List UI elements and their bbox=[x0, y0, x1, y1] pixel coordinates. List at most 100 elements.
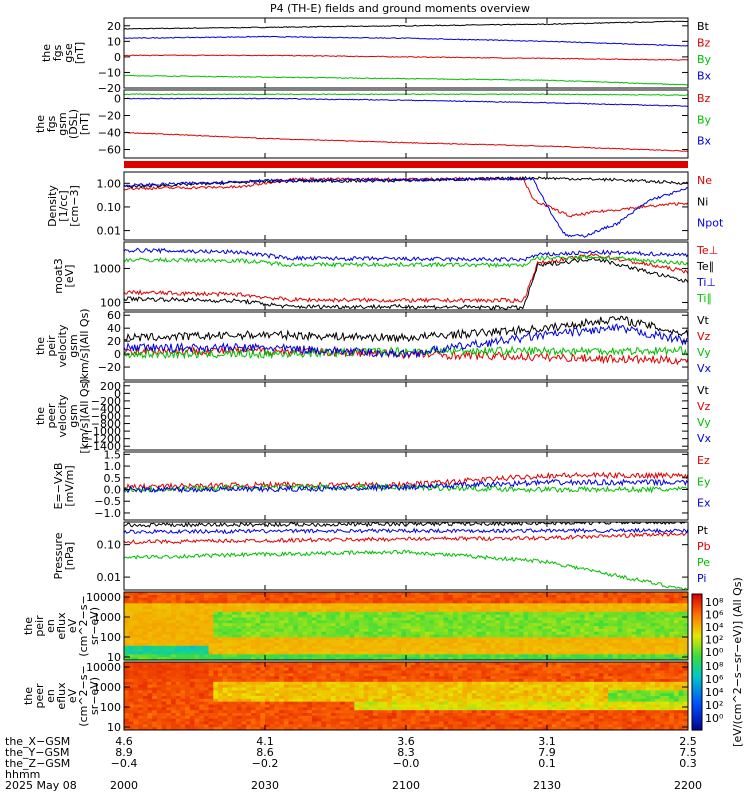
heatmap-cell bbox=[612, 654, 618, 658]
heatmap-cell bbox=[185, 670, 191, 674]
heatmap-cell bbox=[138, 620, 144, 624]
heatmap-cell bbox=[246, 698, 252, 703]
heatmap-cell bbox=[650, 643, 656, 647]
heatmap-cell bbox=[438, 648, 445, 652]
heatmap-cell bbox=[142, 727, 148, 731]
heatmap-cell bbox=[227, 600, 233, 604]
heatmap-cell bbox=[551, 614, 557, 618]
heatmap-cell bbox=[213, 597, 219, 601]
heatmap-cell bbox=[612, 637, 618, 641]
heatmap-cell bbox=[232, 667, 238, 671]
heatmap-cell bbox=[203, 713, 210, 717]
heatmap-cell bbox=[617, 626, 623, 630]
heatmap-cell bbox=[246, 643, 252, 647]
heatmap-cell bbox=[156, 690, 163, 694]
heatmap-cell bbox=[636, 648, 642, 652]
heatmap-cell bbox=[265, 654, 271, 658]
heatmap-cell bbox=[203, 727, 210, 731]
heatmap-cell bbox=[636, 623, 642, 627]
heatmap-cell bbox=[457, 606, 463, 610]
heatmap-cell bbox=[227, 611, 233, 616]
heatmap-cell bbox=[133, 657, 139, 661]
heatmap-cell bbox=[401, 667, 407, 671]
heatmap-cell bbox=[297, 718, 304, 722]
heatmap-cell bbox=[302, 654, 308, 658]
heatmap-cell bbox=[208, 606, 214, 610]
y-tick-label: 0.10 bbox=[97, 539, 122, 552]
heatmap-cell bbox=[138, 721, 144, 725]
heatmap-cell bbox=[424, 684, 430, 688]
heatmap-cell bbox=[401, 645, 407, 650]
heatmap-cell bbox=[659, 600, 665, 604]
heatmap-cell bbox=[260, 617, 266, 621]
heatmap-cell bbox=[316, 662, 322, 666]
heatmap-cell bbox=[438, 631, 445, 635]
heatmap-cell bbox=[199, 721, 205, 725]
heatmap-cell bbox=[269, 681, 275, 686]
heatmap-cell bbox=[283, 617, 289, 621]
heatmap-cell bbox=[354, 648, 360, 652]
heatmap-cell bbox=[194, 640, 200, 644]
heatmap-cell bbox=[152, 662, 158, 666]
y-axis-label: [km/s](All Qs) bbox=[78, 308, 91, 383]
heatmap-cell bbox=[194, 611, 200, 616]
heatmap-cell bbox=[391, 710, 398, 714]
heatmap-cell bbox=[297, 597, 304, 601]
heatmap-cell bbox=[265, 623, 271, 627]
heatmap-cell bbox=[434, 626, 440, 630]
heatmap-cell bbox=[222, 651, 228, 655]
heatmap-cell bbox=[467, 637, 473, 641]
heatmap-cell bbox=[396, 713, 402, 717]
heatmap-cell bbox=[382, 715, 388, 720]
heatmap-cell bbox=[232, 606, 238, 610]
heatmap-cell bbox=[561, 614, 567, 618]
heatmap-cell bbox=[363, 594, 369, 599]
heatmap-cell bbox=[377, 637, 383, 641]
heatmap-cell bbox=[359, 640, 365, 644]
heatmap-cell bbox=[246, 676, 252, 680]
heatmap-cell bbox=[171, 707, 177, 711]
heatmap-cell bbox=[556, 651, 562, 655]
heatmap-cell bbox=[354, 654, 360, 658]
heatmap-cell bbox=[457, 597, 463, 601]
heatmap-cell bbox=[133, 724, 139, 728]
heatmap-cell bbox=[316, 690, 322, 694]
heatmap-cell bbox=[438, 657, 445, 661]
heatmap-cell bbox=[603, 603, 609, 607]
heatmap-cell bbox=[147, 648, 153, 652]
heatmap-cell bbox=[297, 634, 304, 638]
heatmap-cell bbox=[326, 718, 332, 722]
heatmap-cell bbox=[551, 603, 557, 607]
heatmap-cell bbox=[326, 623, 332, 627]
heatmap-cell bbox=[434, 609, 440, 613]
heatmap-cell bbox=[293, 664, 299, 669]
heatmap-cell bbox=[476, 634, 482, 638]
heatmap-cell bbox=[265, 628, 271, 633]
heatmap-cell bbox=[354, 721, 360, 725]
heatmap-cell bbox=[683, 606, 689, 610]
heatmap-cell bbox=[368, 623, 374, 627]
heatmap-cell bbox=[283, 687, 289, 691]
heatmap-cell bbox=[490, 600, 496, 604]
heatmap-cell bbox=[142, 687, 148, 691]
heatmap-cell bbox=[556, 597, 562, 601]
legend-Ne: Ne bbox=[697, 174, 712, 187]
heatmap-cell bbox=[208, 651, 214, 655]
heatmap-cell bbox=[302, 673, 308, 677]
heatmap-cell bbox=[406, 614, 412, 618]
heatmap-cell bbox=[156, 594, 163, 599]
heatmap-cell bbox=[241, 626, 247, 630]
heatmap-cell bbox=[330, 684, 336, 688]
heatmap-cell bbox=[142, 696, 148, 700]
heatmap-cell bbox=[293, 690, 299, 694]
heatmap-cell bbox=[462, 710, 468, 714]
heatmap-cell bbox=[222, 592, 228, 596]
heatmap-cell bbox=[326, 620, 332, 624]
heatmap-cell bbox=[490, 628, 496, 633]
heatmap-cell bbox=[218, 603, 224, 607]
y-tick-label: −0.5 bbox=[94, 495, 121, 508]
heatmap-cell bbox=[321, 718, 327, 722]
heatmap-cell bbox=[255, 667, 261, 671]
heatmap-cell bbox=[265, 707, 271, 711]
heatmap-cell bbox=[373, 628, 379, 633]
